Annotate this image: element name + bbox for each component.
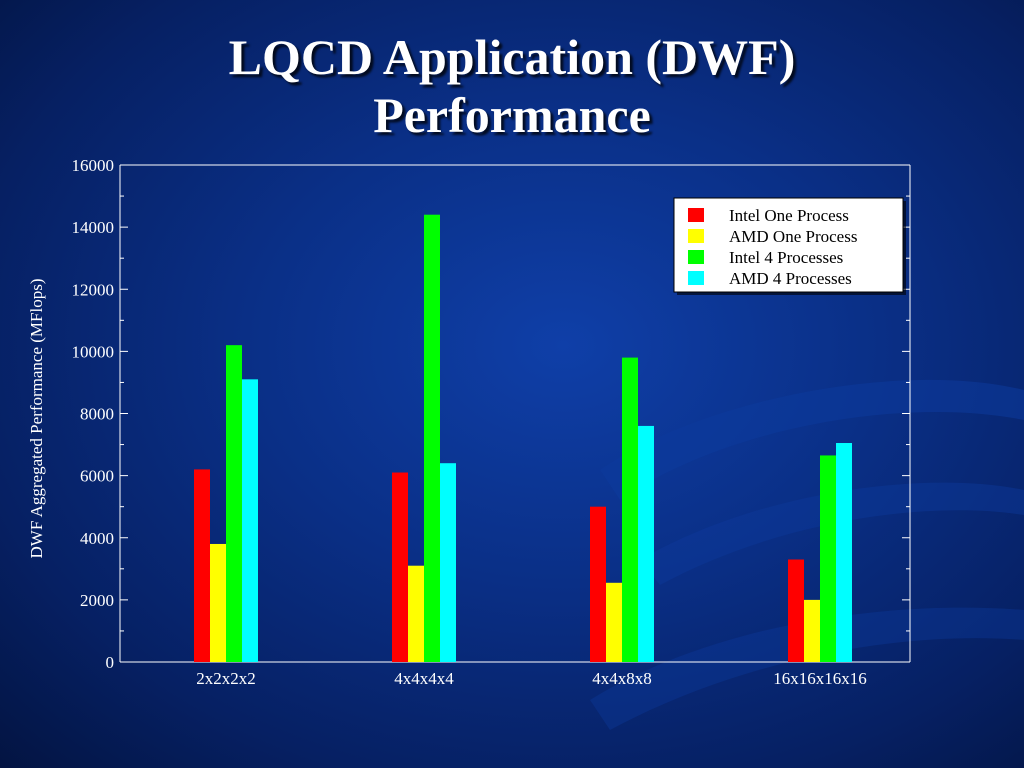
- bar-intel-4-processes-2x2x2x2: [226, 345, 242, 662]
- bar-amd-4-processes-16x16x16x16: [836, 443, 852, 662]
- bar-intel-one-process-4x4x8x8: [590, 506, 606, 662]
- legend-swatch: [688, 250, 704, 264]
- bar-amd-one-process-4x4x4x4: [408, 565, 424, 662]
- bar-intel-4-processes-16x16x16x16: [820, 455, 836, 662]
- bar-amd-4-processes-4x4x4x4: [440, 463, 456, 662]
- bar-amd-one-process-4x4x8x8: [606, 582, 622, 662]
- y-tick-label: 16000: [72, 156, 115, 175]
- legend-swatch: [688, 208, 704, 222]
- y-tick-label: 0: [106, 653, 115, 672]
- legend-label: AMD One Process: [729, 227, 857, 246]
- bar-amd-one-process-16x16x16x16: [804, 599, 820, 662]
- x-tick-label: 16x16x16x16: [773, 669, 867, 688]
- x-tick-label: 4x4x4x4: [394, 669, 454, 688]
- y-axis-title: DWF Aggregated Performance (MFlops): [27, 279, 46, 559]
- bar-amd-one-process-2x2x2x2: [210, 543, 226, 662]
- legend: Intel One Process AMD One Process Intel 4 …: [673, 197, 906, 295]
- x-tick-label: 2x2x2x2: [196, 669, 256, 688]
- y-tick-label: 4000: [80, 529, 114, 548]
- slide-title: LQCD Application (DWF) Performance: [0, 28, 1024, 144]
- y-tick-label: 6000: [80, 467, 114, 486]
- bar-intel-one-process-16x16x16x16: [788, 559, 804, 662]
- y-axis: 0 2000 4000 6000 8000 10000 12000 14000 16000: [72, 156, 911, 672]
- bar-intel-4-processes-4x4x8x8: [622, 357, 638, 662]
- bar-intel-4-processes-4x4x4x4: [424, 214, 440, 662]
- bar-intel-one-process-4x4x4x4: [392, 472, 408, 662]
- y-tick-label: 2000: [80, 591, 114, 610]
- y-tick-label: 12000: [72, 280, 115, 299]
- y-tick-label: 14000: [72, 218, 115, 237]
- bar-intel-one-process-2x2x2x2: [194, 469, 210, 662]
- bar-amd-4-processes-2x2x2x2: [242, 379, 258, 662]
- x-axis: 2x2x2x2 4x4x4x4 4x4x8x8 16x16x16x16: [120, 661, 910, 688]
- bar-amd-4-processes-4x4x8x8: [638, 425, 654, 662]
- legend-label: Intel 4 Processes: [729, 248, 843, 267]
- legend-swatch: [688, 271, 704, 285]
- x-tick-label: 4x4x8x8: [592, 669, 652, 688]
- y-tick-label: 10000: [72, 342, 115, 361]
- legend-label: AMD 4 Processes: [729, 269, 852, 288]
- legend-swatch: [688, 229, 704, 243]
- slide-title-line-2: Performance: [373, 87, 651, 143]
- slide-title-line-1: LQCD Application (DWF): [228, 29, 796, 85]
- legend-box: [673, 197, 904, 293]
- legend-label: Intel One Process: [729, 206, 849, 225]
- y-tick-label: 8000: [80, 405, 114, 424]
- bars: [194, 214, 852, 662]
